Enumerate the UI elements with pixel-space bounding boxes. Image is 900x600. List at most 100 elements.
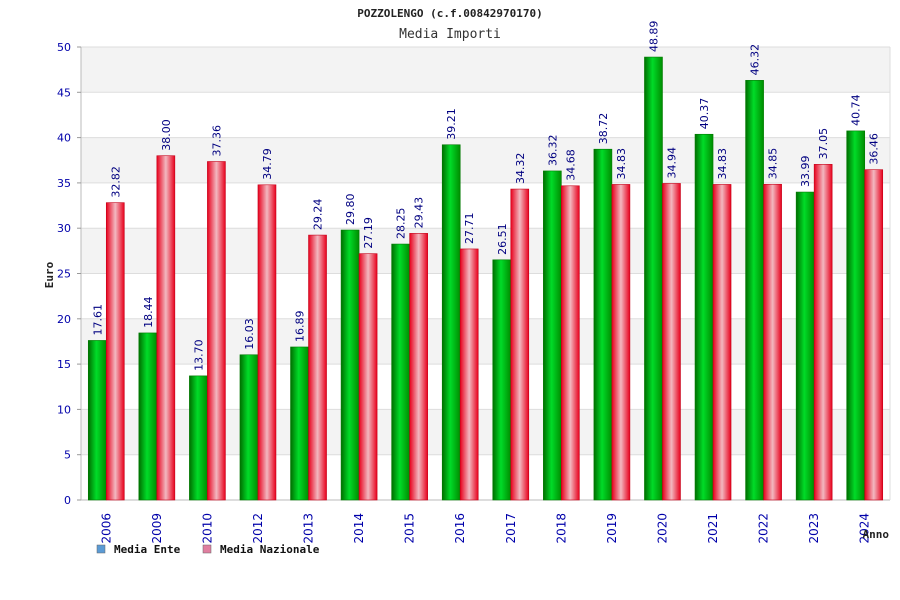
bar-media-nazionale [611, 184, 631, 501]
y-tick-label: 40 [57, 132, 71, 145]
data-label: 40.74 [850, 94, 863, 126]
x-tick-label: 2016 [453, 513, 467, 544]
bar-media-nazionale [763, 183, 782, 501]
x-axis-ticks: 2006 2009 2010 2012 2013 2014 2015 2016 2017 2018… [99, 513, 871, 544]
bar-media-nazionale [409, 233, 428, 501]
chart-subtitle: Media Importi [399, 27, 501, 42]
x-tick-label: 2015 [403, 513, 417, 544]
x-tick-label: 2006 [99, 513, 113, 544]
data-label: 37.05 [817, 128, 830, 160]
x-tick-label: 2014 [352, 513, 366, 544]
y-axis-label: Euro [43, 261, 56, 288]
data-label: 34.85 [767, 148, 780, 180]
data-label: 48.89 [647, 21, 660, 53]
data-label: 29.80 [344, 194, 357, 226]
bar-media-nazionale [561, 185, 580, 501]
x-tick-label: 2013 [302, 513, 316, 544]
x-tick-label: 2022 [757, 513, 771, 544]
y-tick-label: 0 [64, 494, 71, 507]
data-label: 38.00 [160, 119, 173, 151]
bar-media-nazionale [459, 248, 479, 501]
x-tick-label: 2012 [251, 513, 265, 544]
data-label: 34.68 [564, 149, 577, 181]
data-label: 27.71 [463, 212, 476, 244]
x-tick-label: 2009 [150, 513, 164, 544]
data-label: 34.83 [615, 148, 628, 180]
bar-media-ente [694, 133, 714, 501]
bar-media-ente [239, 354, 259, 501]
data-label: 16.89 [294, 310, 307, 342]
data-label: 32.82 [109, 166, 122, 198]
bar-media-ente [543, 170, 562, 501]
x-tick-label: 2018 [554, 513, 568, 544]
y-tick-label: 15 [57, 358, 71, 371]
legend-label: Media Ente [114, 543, 181, 556]
bar-media-ente [87, 340, 107, 501]
bar-media-nazionale [712, 184, 732, 501]
data-label: 36.46 [868, 133, 881, 165]
data-label: 46.32 [749, 44, 762, 76]
x-tick-label: 2021 [706, 513, 720, 544]
x-tick-label: 2024 [858, 513, 872, 544]
bar-media-nazionale [864, 169, 884, 501]
legend-swatch [96, 544, 106, 554]
bar-media-nazionale [105, 202, 125, 501]
x-tick-label: 2023 [807, 513, 821, 544]
legend-label: Media Nazionale [220, 543, 320, 556]
legend: Media Ente Media Nazionale [96, 543, 320, 556]
bar-media-ente [492, 259, 512, 501]
data-label: 29.24 [312, 199, 325, 231]
data-label: 27.19 [362, 217, 375, 249]
y-tick-label: 5 [64, 449, 71, 462]
bar-media-ente [593, 148, 613, 501]
bars: 17.61 32.82 18.44 38.00 13.70 37.36 16.03 34.79… [87, 21, 884, 501]
bar-media-nazionale [207, 161, 226, 501]
data-label: 26.51 [496, 223, 509, 255]
bar-media-ente [391, 243, 410, 501]
bar-media-nazionale [257, 184, 277, 501]
data-label: 34.32 [514, 153, 527, 185]
bar-media-nazionale [813, 164, 833, 501]
bar-media-ente [290, 346, 309, 501]
bar-media-nazionale [358, 253, 378, 501]
bar-media-ente [846, 130, 866, 501]
data-label: 13.70 [192, 339, 205, 371]
bar-media-ente [441, 144, 461, 501]
y-tick-label: 30 [57, 222, 71, 235]
data-label: 34.83 [716, 148, 729, 180]
data-label: 36.32 [546, 134, 559, 166]
y-tick-label: 20 [57, 313, 71, 326]
bar-media-nazionale [510, 188, 530, 501]
data-label: 34.94 [665, 147, 678, 179]
y-tick-label: 45 [57, 86, 71, 99]
bar-media-ente [745, 80, 764, 501]
x-tick-label: 2010 [200, 513, 214, 544]
data-label: 17.61 [91, 304, 104, 336]
bar-media-ente [340, 229, 360, 501]
data-label: 18.44 [142, 296, 155, 328]
bar-media-ente [189, 375, 208, 501]
x-axis-label: Anno [863, 528, 890, 541]
x-tick-label: 2020 [655, 513, 669, 544]
legend-swatch [202, 544, 212, 554]
plot-band [81, 47, 890, 93]
data-label: 34.79 [261, 148, 274, 180]
chart-title: POZZOLENGO (c.f.00842970170) [357, 7, 542, 20]
y-tick-label: 50 [57, 41, 71, 54]
bar-media-ente [138, 332, 158, 501]
y-tick-label: 25 [57, 268, 71, 281]
y-axis-ticks: 0 5 10 15 20 25 30 35 40 45 50 [57, 41, 81, 507]
data-label: 37.36 [210, 125, 223, 157]
y-tick-label: 10 [57, 403, 71, 416]
x-tick-label: 2019 [605, 513, 619, 544]
bar-media-ente [644, 56, 663, 501]
x-tick-label: 2017 [504, 513, 518, 544]
bar-media-nazionale [662, 183, 681, 501]
data-label: 29.43 [413, 197, 426, 229]
bar-media-nazionale [156, 155, 176, 501]
bar-media-ente [795, 191, 815, 501]
data-label: 16.03 [243, 318, 256, 350]
data-label: 38.72 [597, 113, 610, 145]
bar-media-nazionale [308, 234, 327, 501]
